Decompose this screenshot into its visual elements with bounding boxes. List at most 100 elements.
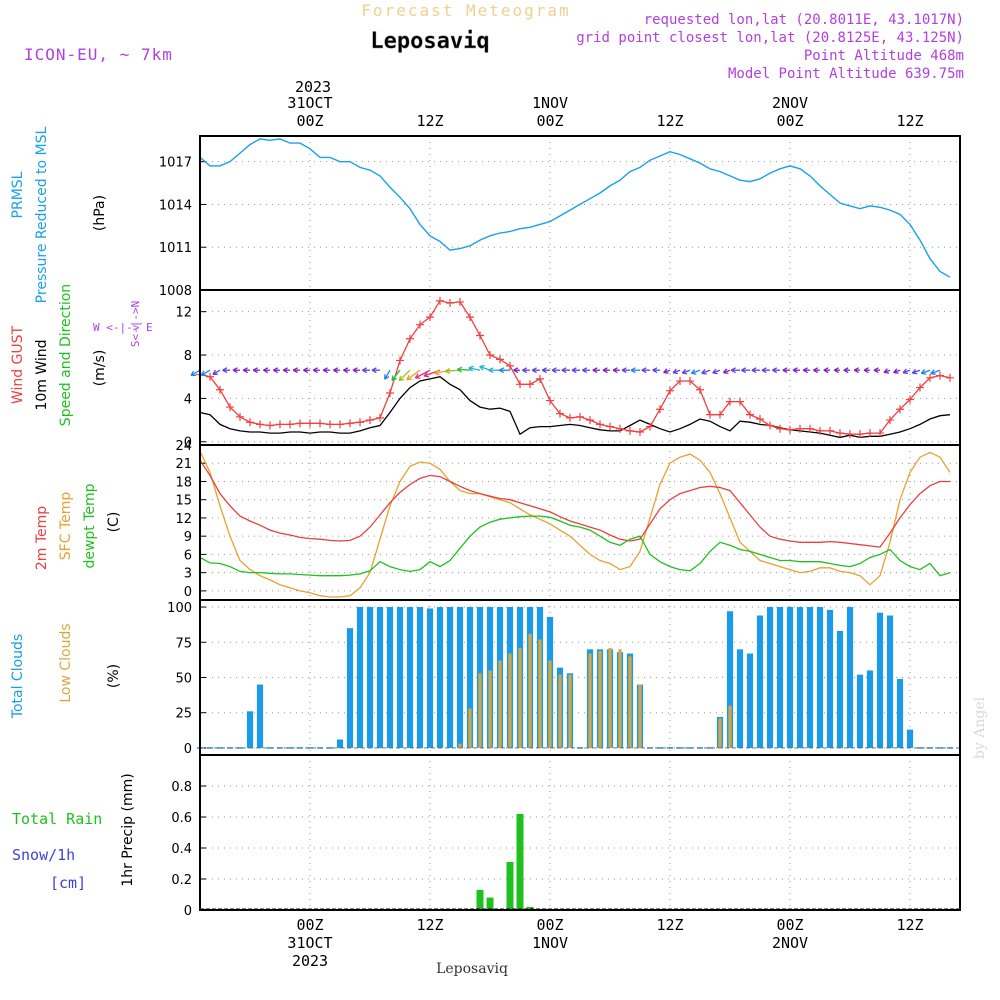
wind-gust-marker bbox=[616, 424, 624, 433]
wind-arrow-head bbox=[792, 367, 798, 374]
wind-direction-arrow bbox=[582, 367, 590, 374]
wind-direction-arrow bbox=[391, 369, 401, 382]
total-cloud-bar bbox=[406, 607, 414, 748]
total-cloud-bar bbox=[906, 729, 914, 748]
bottom-hour-label: 12Z bbox=[656, 916, 683, 934]
low-cloud-bar bbox=[548, 660, 552, 748]
wind-direction-arrow bbox=[792, 367, 800, 374]
wind-arrow-head bbox=[641, 367, 647, 374]
wind-arrow-head bbox=[414, 373, 421, 379]
wind-gust-marker bbox=[416, 320, 424, 329]
total-cloud-bar bbox=[466, 607, 474, 748]
total-cloud-bar bbox=[806, 607, 814, 748]
wind-direction-arrow bbox=[312, 367, 320, 374]
wind-gust-marker bbox=[676, 377, 684, 386]
wind-gust-marker bbox=[936, 371, 944, 380]
wind-gust-marker bbox=[776, 424, 784, 433]
temp-tick-label: 9 bbox=[184, 530, 192, 545]
wind-arrow-head bbox=[911, 368, 918, 375]
product-title: Forecast Meteogram bbox=[361, 1, 570, 20]
wind-direction-arrow bbox=[690, 369, 701, 375]
wind-gust-marker bbox=[766, 421, 774, 430]
wind-arrow-head bbox=[833, 367, 839, 374]
wind-gust-marker bbox=[546, 396, 554, 405]
wind-gust-marker bbox=[906, 395, 914, 404]
wind-direction-arrow bbox=[499, 367, 510, 374]
wind-gust-marker bbox=[296, 419, 304, 428]
wind-direction-arrow bbox=[920, 369, 931, 375]
wind-arrow-head bbox=[621, 367, 627, 374]
wind-arrow-head bbox=[391, 375, 397, 382]
clouds-tick-label: 100 bbox=[167, 601, 192, 616]
snow-label: Snow/1h bbox=[12, 846, 75, 864]
wind-gust-marker bbox=[856, 430, 864, 439]
total-cloud-bar bbox=[786, 607, 794, 748]
bottom-year: 2023 bbox=[292, 952, 328, 970]
top-hour-label: 12Z bbox=[416, 112, 443, 130]
wind-dir-label: Speed and Direction bbox=[58, 284, 74, 426]
wind-gust-marker bbox=[496, 355, 504, 364]
precip-unit: 1hr Precip (mm) bbox=[120, 773, 136, 886]
wind-arrow-head bbox=[751, 367, 757, 374]
wind-label: 10m Wind bbox=[34, 339, 50, 410]
total-cloud-bar bbox=[766, 607, 774, 748]
wind-arrow-head bbox=[190, 370, 197, 377]
wind-arrow-shaft bbox=[201, 369, 211, 376]
wind-arrow-head bbox=[602, 367, 608, 374]
wind-direction-arrow bbox=[468, 365, 481, 372]
wind-gust-marker bbox=[336, 420, 344, 429]
wind-arrow-head bbox=[468, 365, 474, 372]
low-cloud-bar bbox=[628, 656, 632, 748]
low-cloud-bar bbox=[468, 708, 472, 748]
wind-arrow-head bbox=[457, 366, 463, 373]
wind-gust-marker bbox=[396, 356, 404, 365]
pressure-panel: 1008 1011 1014 1017 bbox=[159, 136, 960, 299]
wind-arrow-head bbox=[352, 367, 358, 374]
point-altitude: Point Altitude 468m bbox=[804, 48, 964, 64]
wind-direction-arrow bbox=[352, 367, 360, 374]
wind-gust-marker bbox=[866, 429, 874, 438]
clouds-tick-label: 50 bbox=[175, 672, 192, 687]
wind-direction-arrow bbox=[630, 367, 640, 374]
total-cloud-bar bbox=[896, 678, 904, 748]
total-cloud-bar bbox=[736, 649, 744, 748]
wind-arrow-head bbox=[551, 367, 557, 374]
wind-arrow-head bbox=[612, 367, 618, 374]
wind-tick-label: 0 bbox=[184, 436, 192, 451]
wind-direction-arrow bbox=[641, 367, 650, 374]
wind-gust-marker bbox=[566, 413, 574, 422]
wind-tick-label: 4 bbox=[184, 392, 192, 407]
total-cloud-bar bbox=[256, 684, 264, 748]
wind-arrow-head bbox=[499, 367, 505, 374]
temp2m-line bbox=[199, 459, 950, 548]
wind-gust-marker bbox=[596, 420, 604, 429]
total-cloud-bar bbox=[886, 615, 894, 748]
wind-direction-arrow bbox=[652, 367, 660, 374]
wind-direction-arrow bbox=[782, 367, 790, 374]
temp-frame bbox=[199, 444, 961, 601]
top-hour-label: 00Z bbox=[536, 112, 563, 130]
temp-tick-label: 0 bbox=[184, 585, 192, 600]
dewpt-label: dewpt Temp bbox=[82, 483, 98, 568]
wind-gust-marker bbox=[656, 405, 664, 414]
wind-gust-marker bbox=[476, 331, 484, 340]
wind-arrow-head bbox=[282, 367, 288, 374]
wind-unit: (m/s) bbox=[92, 350, 108, 387]
model-label: ICON-EU, ~ 7km bbox=[24, 45, 173, 64]
wind-gust-marker bbox=[736, 397, 744, 406]
wind-arrow-head bbox=[531, 367, 537, 374]
wind-direction-arrow bbox=[322, 367, 330, 374]
wind-arrow-head bbox=[371, 367, 377, 374]
top-date-label: 2NOV bbox=[772, 94, 808, 112]
wind-gust-marker bbox=[756, 414, 764, 423]
clouds-tick-label: 75 bbox=[175, 636, 192, 651]
total-cloud-bar bbox=[756, 615, 764, 748]
wind-arrow-head bbox=[582, 367, 588, 374]
wind-direction-arrow bbox=[823, 367, 830, 374]
sfc-temp-label: SFC Temp bbox=[58, 492, 74, 561]
wind-gust-marker bbox=[786, 425, 794, 434]
wind-gust-marker bbox=[876, 429, 884, 438]
wind-tick-label: 8 bbox=[184, 349, 192, 364]
